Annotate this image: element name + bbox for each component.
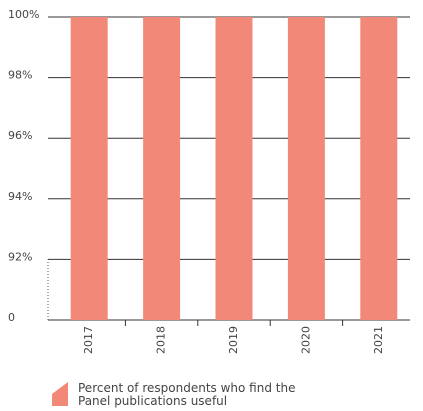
x-tick-label: 2018 xyxy=(155,326,168,354)
x-tick-label: 2017 xyxy=(82,326,95,354)
y-tick-label: 100% xyxy=(8,8,39,21)
y-tick-label: 98% xyxy=(8,69,32,82)
y-tick-label: 96% xyxy=(8,129,32,142)
x-tick-label: 2021 xyxy=(372,326,385,354)
legend-swatch xyxy=(52,382,68,406)
y-tick-label: 92% xyxy=(8,250,32,263)
x-tick-label: 2020 xyxy=(299,326,312,354)
bar xyxy=(215,17,253,320)
legend-label: Percent of respondents who find the Pane… xyxy=(78,381,296,408)
bar xyxy=(70,17,108,320)
bar xyxy=(287,17,325,320)
bar xyxy=(143,17,181,320)
y-tick-label: 94% xyxy=(8,190,32,203)
x-tick-label: 2019 xyxy=(227,326,240,354)
legend: Percent of respondents who find the Pane… xyxy=(52,382,328,408)
bar xyxy=(360,17,398,320)
legend-marker xyxy=(52,382,68,406)
y-tick-label: 0 xyxy=(8,311,15,324)
